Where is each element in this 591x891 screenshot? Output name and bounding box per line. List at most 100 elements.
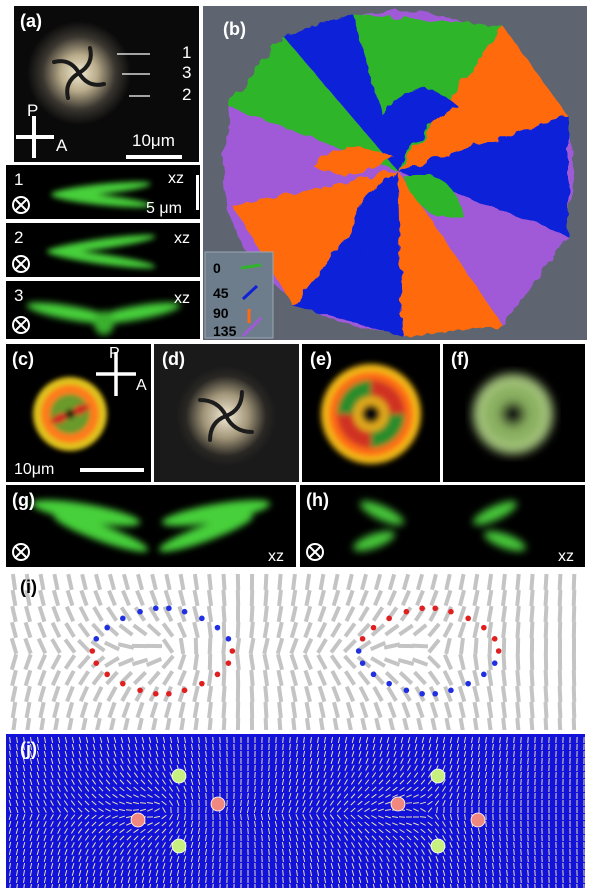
director-rod	[372, 686, 384, 702]
director-rod	[147, 794, 153, 798]
director-rod	[162, 670, 174, 686]
director-rod	[344, 883, 347, 888]
director-rod	[316, 869, 320, 877]
director-rod	[336, 828, 342, 834]
director-rod	[365, 751, 369, 757]
director-rod	[263, 717, 269, 730]
director-rod	[64, 793, 68, 799]
director-rod	[156, 883, 159, 888]
director-rod	[478, 883, 480, 888]
director-rod	[428, 849, 432, 855]
director-rod	[288, 841, 292, 849]
director-rod	[330, 842, 334, 848]
director-rod	[64, 736, 68, 744]
director-rod	[57, 855, 61, 863]
director-rod	[295, 785, 299, 793]
director-rod	[385, 842, 391, 848]
director-rod	[91, 800, 97, 806]
director-rod	[281, 841, 285, 849]
director-rod	[169, 779, 173, 785]
director-rod	[112, 835, 118, 841]
director-rod	[198, 743, 200, 751]
polarizer-label: P	[109, 345, 120, 362]
director-rod	[91, 786, 97, 792]
director-rod	[161, 654, 175, 670]
director-rod	[176, 855, 180, 863]
director-rod	[358, 772, 362, 778]
director-rod	[105, 815, 111, 819]
director-rod	[29, 834, 33, 842]
director-rod	[162, 856, 166, 862]
director-rod	[50, 855, 54, 863]
director-rod	[36, 807, 40, 813]
director-rod	[205, 736, 207, 744]
director-rod	[470, 750, 474, 758]
director-rod	[470, 792, 474, 800]
director-rod	[8, 757, 12, 765]
director-rod	[78, 869, 82, 877]
director-rod	[414, 765, 418, 771]
director-rod	[421, 736, 425, 744]
director-rod	[148, 751, 152, 757]
director-rod	[486, 701, 494, 719]
director-rod	[155, 765, 159, 771]
director-rod	[456, 862, 460, 870]
director-rod	[85, 772, 89, 778]
director-rod	[140, 786, 146, 792]
director-rod	[520, 869, 522, 877]
director-rod	[205, 785, 207, 793]
director-rod	[513, 841, 515, 849]
director-rod	[120, 765, 124, 771]
director-rod	[177, 605, 187, 623]
director-rod	[56, 807, 62, 813]
director-rod	[365, 849, 369, 855]
director-rod	[190, 778, 194, 786]
director-rod	[472, 605, 480, 623]
strip-1-image	[51, 175, 199, 210]
director-rod	[77, 821, 83, 827]
director-rod	[331, 883, 333, 888]
director-rod	[148, 863, 152, 869]
director-rod	[386, 883, 389, 888]
director-rod	[212, 855, 214, 863]
director-rod	[329, 821, 335, 827]
director-rod	[219, 862, 221, 870]
director-rod	[197, 834, 201, 842]
director-rod	[263, 589, 269, 607]
director-rod	[240, 813, 242, 821]
director-rod	[161, 828, 167, 834]
director-rod	[470, 778, 474, 786]
director-rod	[66, 573, 74, 591]
director-rod	[120, 686, 132, 702]
director-rod	[57, 876, 61, 884]
director-rod	[506, 834, 508, 842]
director-rod	[492, 869, 494, 877]
director-rod	[442, 814, 446, 820]
director-rod	[456, 883, 459, 888]
director-rod	[463, 827, 467, 835]
director-rod	[420, 808, 426, 812]
director-rod	[416, 717, 423, 730]
director-rod	[29, 855, 33, 863]
director-rod	[78, 849, 82, 855]
director-rod	[472, 589, 480, 607]
director-rod	[169, 849, 173, 855]
director-rod	[147, 842, 153, 848]
director-rod	[77, 786, 83, 792]
director-rod	[235, 653, 241, 671]
director-rod	[71, 743, 75, 751]
director-rod	[92, 685, 104, 703]
director-rod	[281, 813, 285, 821]
director-rod	[386, 743, 390, 751]
director-dot	[89, 648, 96, 654]
director-rod	[127, 736, 131, 744]
director-rod	[275, 750, 277, 758]
director-rod	[372, 743, 376, 751]
director-rod	[331, 589, 341, 607]
director-rod	[191, 736, 193, 744]
director-rod	[117, 657, 135, 667]
director-rod	[147, 779, 153, 785]
director-rod	[405, 808, 413, 812]
director-rod	[364, 842, 370, 848]
director-rod	[399, 842, 405, 848]
